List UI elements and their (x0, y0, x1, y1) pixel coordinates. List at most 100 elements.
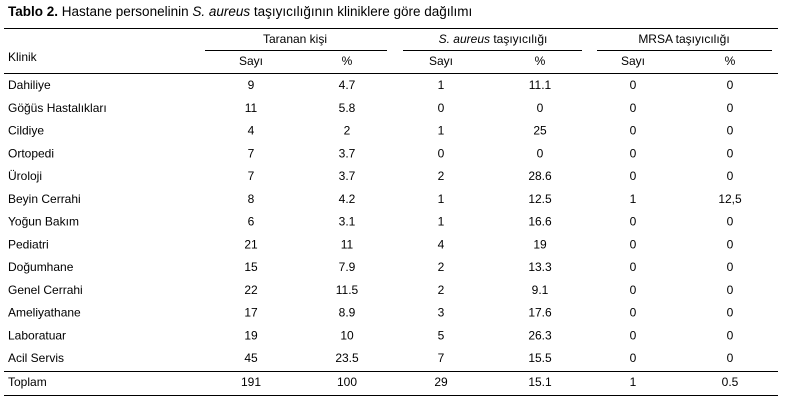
cell: 0 (727, 260, 734, 274)
cell: 4 (248, 124, 255, 138)
cell: 0 (727, 237, 734, 251)
cell: 0 (727, 78, 734, 92)
cell: 11 (341, 237, 354, 251)
row-label: Toplam (8, 375, 47, 389)
cell: 0 (630, 101, 637, 115)
cell: 0 (630, 328, 637, 342)
cell: 2 (438, 169, 445, 183)
group-header-text: taşıyıcılığı (490, 32, 547, 46)
cell: 12.5 (528, 192, 552, 206)
sub-header: Sayı (239, 54, 263, 68)
cell: 0 (727, 351, 734, 365)
cell: 6 (248, 215, 255, 229)
row-label: Göğüs Hastalıkları (8, 101, 107, 115)
sub-header: Sayı (621, 54, 645, 68)
sub-header: % (535, 54, 546, 68)
sub-header: Sayı (429, 54, 453, 68)
group-header: MRSA taşıyıcılığı (638, 32, 729, 46)
cell: 25 (533, 124, 547, 138)
title-label: Tablo 2. (8, 4, 59, 19)
cell: 22 (244, 283, 258, 297)
cell: 11.1 (529, 78, 552, 92)
group-header-text: Taranan kişi (263, 32, 327, 46)
cell: 1 (438, 192, 445, 206)
cell: 1 (438, 215, 445, 229)
row-label: Beyin Cerrahi (8, 192, 81, 206)
cell: 0 (630, 78, 637, 92)
title-species: S. aureus (192, 4, 251, 19)
cell: 0 (727, 306, 734, 320)
row-label: Dahiliye (8, 78, 51, 92)
cell: 26.3 (528, 328, 552, 342)
cell: 8 (248, 192, 255, 206)
cell: 3.7 (339, 146, 356, 160)
row-label: Ortopedi (8, 146, 54, 160)
sub-header: % (342, 54, 353, 68)
cell: 0 (630, 146, 637, 160)
cell: 1 (438, 78, 445, 92)
cell: 21 (244, 237, 258, 251)
cell: 23.5 (335, 351, 359, 365)
cell: 12,5 (718, 192, 742, 206)
cell: 15 (244, 260, 258, 274)
row-label: Pediatri (8, 237, 49, 251)
cell: 3.1 (339, 215, 356, 229)
cell: 19 (533, 237, 547, 251)
group-header: Taranan kişi (263, 32, 327, 46)
cell: 0 (630, 306, 637, 320)
cell: 0 (727, 146, 734, 160)
group-header-text: MRSA taşıyıcılığı (638, 32, 729, 46)
cell: 29 (434, 375, 448, 389)
cell: 4.2 (339, 192, 356, 206)
cell: 0 (630, 215, 637, 229)
cell: 7 (248, 146, 255, 160)
cell: 5 (438, 328, 445, 342)
cell: 0 (727, 283, 734, 297)
cell: 7.9 (339, 260, 356, 274)
row-label: Üroloji (8, 169, 42, 183)
cell: 1 (630, 375, 637, 389)
cell: 1 (438, 124, 445, 138)
cell: 5.8 (339, 101, 356, 115)
row-header: Klinik (8, 50, 38, 64)
title-text: Hastane personelinin (58, 4, 193, 19)
cell: 0.5 (722, 375, 739, 389)
cell: 11 (245, 101, 258, 115)
cell: 45 (244, 351, 258, 365)
cell: 16.6 (528, 215, 552, 229)
cell: 0 (630, 351, 637, 365)
cell: 13.3 (528, 260, 552, 274)
cell: 7 (438, 351, 445, 365)
cell: 0 (630, 237, 637, 251)
row-label: Cildiye (8, 124, 44, 138)
cell: 0 (727, 215, 734, 229)
row-label: Yoğun Bakım (8, 215, 79, 229)
table-title: Tablo 2. Hastane personelinin S. aureus … (8, 4, 472, 19)
cell: 2 (438, 260, 445, 274)
title-text: taşıyıcılığının kliniklere göre dağılımı (250, 4, 473, 19)
cell: 9.1 (532, 283, 549, 297)
cell: 0 (438, 146, 445, 160)
cell: 0 (630, 283, 637, 297)
row-label: Acil Servis (8, 351, 64, 365)
cell: 0 (727, 101, 734, 115)
group-header-italic: S. aureus (439, 32, 490, 46)
cell: 0 (537, 146, 544, 160)
row-label: Laboratuar (8, 328, 66, 342)
cell: 0 (727, 124, 734, 138)
cell: 0 (438, 101, 445, 115)
cell: 0 (727, 169, 734, 183)
cell: 11.5 (336, 283, 359, 297)
cell: 100 (337, 375, 357, 389)
cell: 28.6 (528, 169, 552, 183)
cell: 15.1 (528, 375, 552, 389)
cell: 2 (344, 124, 351, 138)
cell: 17 (244, 306, 258, 320)
cell: 9 (248, 78, 255, 92)
cell: 3 (438, 306, 445, 320)
cell: 17.6 (528, 306, 552, 320)
cell: 19 (244, 328, 258, 342)
cell: 3.7 (339, 169, 356, 183)
